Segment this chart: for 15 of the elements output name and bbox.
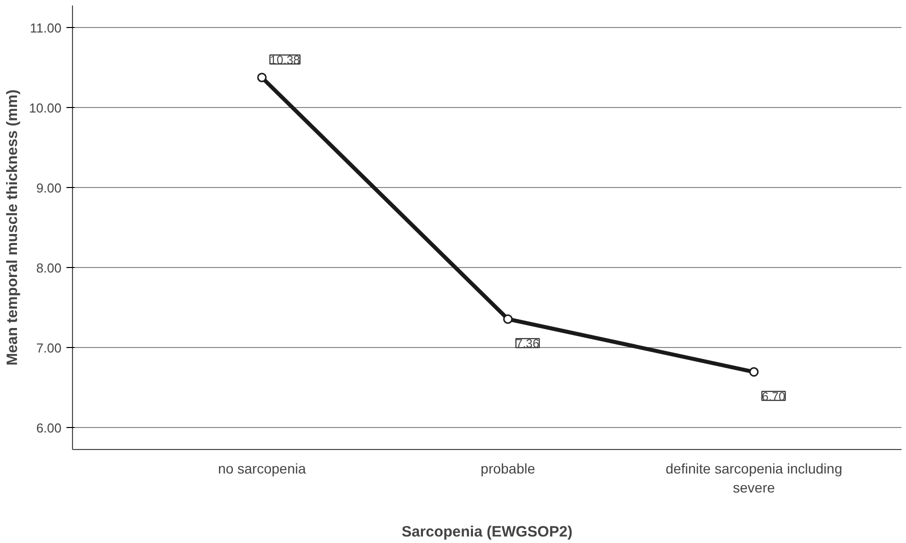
y-tick-label: 10.00 [28, 100, 62, 116]
y-tick-label: 7.00 [36, 340, 62, 356]
y-tick-label: 8.00 [36, 260, 62, 276]
x-tick-label: definite sarcopenia including severe [666, 460, 842, 496]
x-axis-title: Sarcopenia (EWGSOP2) [402, 524, 572, 541]
y-axis-title: Mean temporal muscle thickness (mm) [4, 90, 21, 366]
y-tick-label: 11.00 [30, 20, 62, 36]
point [749, 367, 759, 377]
x-tick-label: no sarcopenia [218, 460, 306, 476]
text: 10.38 [270, 53, 300, 67]
x-tick-label: probable [480, 460, 536, 476]
y-tick-label: 6.00 [36, 420, 62, 436]
y-tick-label: 9.00 [36, 180, 62, 196]
point [503, 314, 513, 324]
point [257, 72, 267, 82]
